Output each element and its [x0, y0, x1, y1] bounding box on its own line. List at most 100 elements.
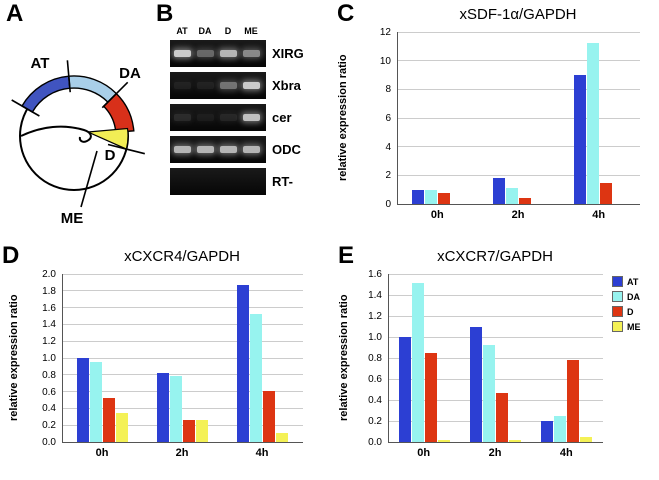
- bar-me: [196, 420, 208, 442]
- gridline: [389, 294, 603, 296]
- chart-title: xCXCR4/GAPDH: [124, 248, 240, 265]
- gel-row: [170, 168, 266, 195]
- boundary-line: [107, 143, 145, 155]
- chart-title: xCXCR7/GAPDH: [437, 248, 553, 265]
- plot-area: [397, 31, 640, 205]
- gridline: [389, 378, 603, 380]
- gel-band: [219, 146, 237, 153]
- gridline: [63, 323, 303, 325]
- legend-swatch-da: [612, 291, 623, 302]
- gridline: [398, 88, 640, 90]
- gel-band: [242, 114, 260, 121]
- gridline: [398, 31, 640, 33]
- bar-at: [398, 337, 411, 442]
- bar-me: [509, 439, 521, 442]
- bar-d: [496, 392, 508, 442]
- bar-at: [157, 373, 169, 442]
- y-tick-label: 1.0: [42, 353, 56, 364]
- bar-me: [276, 432, 288, 442]
- y-tick-label: 1.4: [368, 290, 382, 301]
- y-tick-label: 10: [379, 55, 391, 67]
- gridline: [398, 60, 640, 62]
- gridline: [63, 340, 303, 342]
- gridline: [63, 357, 303, 359]
- y-tick-label: 0.4: [42, 403, 56, 415]
- bar-d: [263, 390, 275, 442]
- gridline: [389, 273, 603, 275]
- gridline: [63, 290, 303, 292]
- legend-swatch-at: [612, 276, 623, 287]
- panel-a-letter: A: [6, 0, 24, 27]
- gel-image: AT DA D ME XIRG Xbra cer ODC RT-: [170, 26, 332, 226]
- gel-row-label: cer: [272, 110, 292, 125]
- gel-band: [242, 82, 260, 89]
- bar-d: [567, 360, 580, 442]
- label-me: ME: [61, 210, 84, 227]
- gridline: [389, 315, 603, 317]
- y-tick-label: 0.6: [368, 374, 382, 385]
- bar-da: [250, 314, 262, 442]
- y-tick-label: 4: [385, 141, 391, 153]
- bar-d: [438, 193, 451, 204]
- gel-row-label: Xbra: [272, 78, 301, 93]
- bar-da: [90, 362, 102, 442]
- me-pointer-line: [80, 150, 98, 208]
- y-tick-label: 2: [385, 170, 391, 182]
- legend-swatch-d: [612, 306, 623, 317]
- bar-me: [580, 436, 593, 442]
- y-tick-label: 2.0: [42, 269, 56, 280]
- gel-row-label: XIRG: [272, 46, 304, 61]
- gel-band: [219, 82, 237, 89]
- legend-item: DA: [612, 291, 641, 302]
- gel-band: [173, 82, 191, 89]
- label-d: D: [105, 147, 116, 164]
- bar-at: [541, 421, 554, 442]
- gel-lane-label: ME: [244, 26, 258, 36]
- gridline: [389, 357, 603, 359]
- gel-band: [242, 146, 260, 153]
- legend-label: D: [627, 306, 634, 317]
- label-at: AT: [31, 55, 50, 72]
- y-tick-label: 0.4: [368, 395, 382, 406]
- bar-me: [437, 439, 450, 442]
- gridline: [63, 273, 303, 275]
- x-tick-label: 4h: [559, 447, 573, 459]
- x-tick-label: 2h: [175, 447, 189, 459]
- y-tick-label: 0.8: [42, 369, 56, 381]
- y-tick-label: 0.0: [368, 437, 382, 448]
- boundary-line: [11, 99, 40, 117]
- gridline: [63, 391, 303, 393]
- bar-da: [506, 187, 518, 204]
- panel-d-letter: D: [2, 242, 20, 269]
- bar-at: [237, 284, 249, 442]
- x-tick-label: 2h: [488, 447, 502, 459]
- legend-item: D: [612, 306, 641, 317]
- panel-c-letter: C: [337, 0, 355, 27]
- gridline: [398, 174, 640, 176]
- gel-lane-label: D: [224, 26, 232, 36]
- chart-xsdf1a: xSDF-1α/GAPDH relative expression ratio …: [333, 2, 659, 240]
- x-tick-label: 0h: [95, 447, 109, 459]
- y-tick-label: 1.4: [42, 319, 56, 331]
- bar-at: [412, 189, 425, 204]
- panel-e-letter: E: [338, 242, 355, 269]
- chart-xcxcr4: xCXCR4/GAPDH relative expression ratio 0…: [4, 244, 328, 478]
- gel-lane-label: AT: [176, 26, 188, 36]
- gel-band: [196, 146, 214, 153]
- bar-d: [424, 352, 437, 442]
- legend: AT DA D ME: [612, 276, 641, 336]
- gridline: [398, 117, 640, 119]
- y-tick-label: 0.2: [368, 416, 382, 427]
- legend-item: AT: [612, 276, 641, 287]
- gel-row: [170, 104, 266, 131]
- y-tick-label: 1.8: [42, 285, 56, 297]
- y-tick-label: 1.2: [368, 311, 382, 322]
- gel-row-label: RT-: [272, 174, 293, 189]
- gridline: [63, 307, 303, 309]
- bar-da: [411, 283, 424, 442]
- gridline: [63, 407, 303, 409]
- gel-band: [173, 50, 191, 57]
- bar-d: [103, 398, 115, 442]
- y-tick-label: 0.8: [368, 353, 382, 364]
